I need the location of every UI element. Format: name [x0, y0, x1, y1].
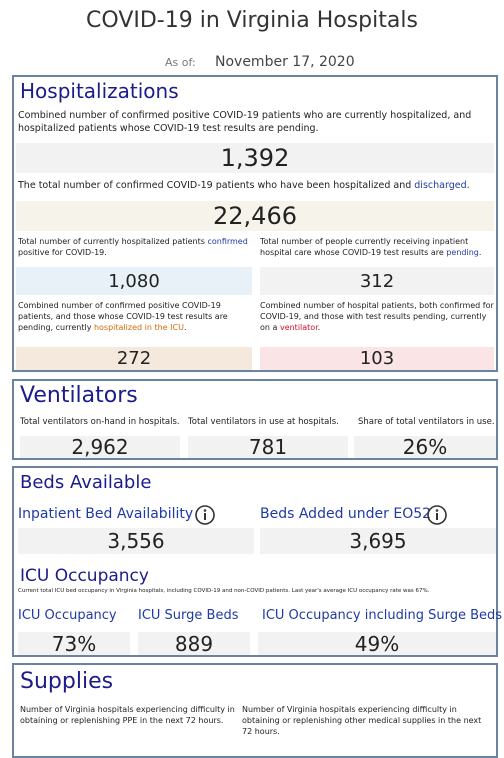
- value: 781: [188, 435, 348, 459]
- section-title: Supplies: [20, 669, 114, 694]
- section-title: Beds Available: [20, 472, 152, 493]
- section-title: Hospitalizations: [20, 79, 179, 103]
- value: 3,695: [260, 528, 496, 554]
- value: 312: [260, 267, 494, 295]
- text: Combined number of hospital patients, bo…: [260, 301, 494, 332]
- label: Inpatient Bed Availability: [18, 506, 194, 522]
- label: Beds Added under EO52: [260, 506, 432, 522]
- description: The total number of confirmed COVID-19 p…: [18, 180, 488, 193]
- label: ICU Surge Beds: [138, 608, 239, 623]
- label: ICU Occupancy: [18, 608, 117, 623]
- description: Combined number of confirmed positive CO…: [18, 301, 254, 333]
- text: .: [466, 180, 470, 191]
- note: Number of Virginia hospitals experiencin…: [20, 705, 235, 725]
- text: Total number of currently hospitalized p…: [18, 237, 208, 246]
- label: Total ventilators in use at hospitals.: [188, 417, 339, 427]
- description: Combined number of hospital patients, bo…: [260, 301, 494, 333]
- highlight: pending: [446, 247, 479, 257]
- text: Combined number of confirmed positive CO…: [18, 301, 228, 332]
- as-of-label: As of:: [165, 56, 196, 69]
- description: Combined number of confirmed positive CO…: [18, 110, 488, 136]
- info-icon[interactable]: [194, 504, 216, 526]
- highlight: hospitalized in the ICU: [93, 322, 184, 332]
- text: positive for COVID-19.: [18, 247, 107, 257]
- description: Total number of people currently receivi…: [260, 237, 492, 259]
- value: 3,556: [18, 528, 254, 554]
- value: 103: [260, 347, 494, 370]
- date: November 17, 2020: [215, 54, 355, 70]
- ventilators-panel: Ventilators Total ventilators on-hand in…: [12, 379, 498, 460]
- title: COVID-19 in Virginia Hospitals: [86, 8, 418, 33]
- label: Total ventilators on-hand in hospitals.: [20, 417, 180, 427]
- label: ICU Occupancy including Surge Beds: [262, 608, 503, 623]
- info-icon[interactable]: [426, 504, 448, 526]
- value: 889: [138, 632, 250, 656]
- text: Combined number of confirmed positive CO…: [18, 110, 472, 134]
- value: 73%: [18, 632, 130, 656]
- supplies-panel: Supplies Number of Virginia hospitals ex…: [12, 663, 498, 758]
- value: 22,466: [16, 201, 494, 231]
- value: 272: [16, 347, 252, 370]
- highlight: confirmed: [207, 237, 248, 246]
- beds-panel: Beds Available Inpatient Bed Availabilit…: [12, 466, 502, 657]
- value: 1,080: [16, 267, 252, 295]
- value: 49%: [258, 632, 496, 656]
- label: Share of total ventilators in use.: [358, 417, 495, 427]
- section-title: Ventilators: [20, 383, 138, 408]
- note: Current total ICU bed occupancy in Virgi…: [18, 588, 430, 594]
- highlight: discharged: [414, 180, 467, 191]
- text: Total number of people currently receivi…: [260, 237, 469, 257]
- value: 26%: [354, 435, 496, 459]
- text: .: [317, 322, 321, 332]
- highlight: ventilator: [279, 322, 318, 332]
- description: Total number of currently hospitalized p…: [18, 237, 250, 259]
- value: 2,962: [20, 435, 180, 459]
- text: .: [478, 247, 482, 257]
- section-subtitle: ICU Occupancy: [20, 566, 149, 586]
- value: 1,392: [16, 143, 494, 173]
- hospitalizations-panel: Hospitalizations Combined number of conf…: [12, 75, 498, 372]
- text: .: [183, 322, 187, 332]
- note: Number of Virginia hospitals experiencin…: [242, 705, 482, 736]
- text: The total number of confirmed COVID-19 p…: [18, 180, 415, 191]
